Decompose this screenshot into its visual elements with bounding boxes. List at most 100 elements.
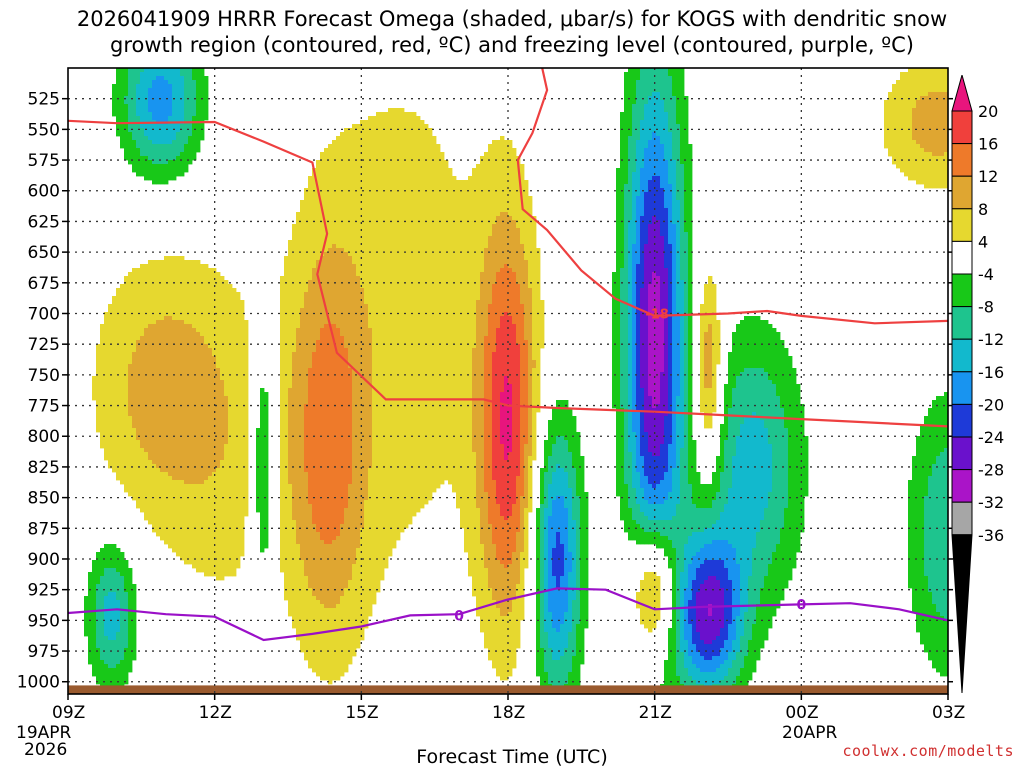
x-tick-label: 03Z: [932, 703, 966, 723]
omega-cell: [156, 260, 161, 321]
omega-cell: [92, 376, 97, 401]
omega-cell: [636, 80, 641, 141]
omega-cell: [648, 520, 653, 533]
omega-cell: [648, 452, 653, 485]
y-tick-label: 550: [28, 120, 60, 140]
omega-cell: [312, 268, 317, 353]
omega-cell: [684, 668, 689, 693]
omega-cell: [916, 436, 921, 633]
omega-cell: [152, 144, 157, 165]
omega-cell: [332, 608, 337, 681]
omega-cell: [112, 592, 117, 641]
omega-cell: [132, 140, 137, 173]
omega-cell: [124, 96, 129, 105]
omega-cell: [296, 212, 301, 329]
omega-cell: [700, 304, 705, 413]
omega-cell: [336, 604, 341, 681]
omega-cell: [676, 312, 681, 397]
omega-cell: [908, 68, 913, 181]
omega-cell: [568, 672, 573, 694]
omega-cell: [556, 532, 561, 589]
omega-cell: [560, 468, 565, 497]
omega-cell: [760, 420, 765, 521]
omega-cell: [452, 176, 457, 493]
omega-cell: [520, 244, 525, 305]
omega-cell: [504, 264, 509, 313]
omega-cell: [712, 656, 717, 673]
omega-cell: [664, 160, 669, 209]
omega-cell: [476, 300, 481, 509]
omega-cell: [532, 216, 537, 361]
omega-cell: [160, 76, 165, 125]
omega-cell: [688, 484, 693, 537]
colorbar-label: -36: [978, 526, 1004, 545]
omega-cell: [716, 580, 721, 637]
omega-cell: [632, 244, 637, 433]
omega-cell: [480, 156, 485, 273]
omega-cell: [152, 164, 157, 185]
omega-cell: [628, 508, 633, 541]
omega-cell: [560, 400, 565, 437]
omega-cell: [656, 220, 661, 277]
omega-cell: [108, 592, 113, 641]
omega-cell: [516, 476, 521, 533]
colorbar-band: [951, 143, 973, 177]
omega-cell: [488, 304, 493, 525]
omega-cell: [944, 152, 948, 189]
omega-cell: [168, 256, 173, 317]
omega-cell: [756, 604, 761, 661]
omega-cell: [764, 508, 769, 577]
omega-cell: [624, 484, 629, 533]
colorbar-label: 4: [978, 232, 988, 251]
omega-cell: [124, 276, 129, 493]
omega-cell: [100, 548, 105, 577]
omega-cell: [108, 668, 113, 694]
omega-cell: [340, 248, 345, 337]
omega-cell: [504, 312, 509, 377]
omega-cell: [304, 472, 309, 577]
omega-cell: [236, 292, 241, 569]
omega-cell: [116, 600, 121, 633]
omega-cell: [520, 552, 525, 621]
omega-cell: [568, 632, 573, 673]
omega-cell: [552, 500, 557, 549]
omega-cell: [500, 616, 505, 681]
credit-link[interactable]: coolwx.com/modelts: [842, 742, 1014, 760]
omega-cell: [460, 180, 465, 529]
omega-cell: [120, 552, 125, 577]
omega-cell: [708, 276, 713, 325]
omega-cell: [696, 652, 701, 669]
x-year-label-start: 2026: [24, 740, 68, 760]
omega-cell: [704, 580, 709, 645]
omega-cell: [704, 284, 709, 333]
omega-cell: [656, 520, 661, 533]
omega-cell: [152, 68, 157, 81]
omega-cell: [348, 368, 353, 485]
omega-cell: [216, 272, 221, 369]
omega-cell: [560, 436, 565, 469]
omega-cell: [904, 72, 909, 177]
omega-cell: [148, 140, 153, 161]
omega-cell: [316, 160, 321, 261]
omega-cell: [180, 124, 185, 153]
omega-cell: [516, 584, 521, 649]
omega-cell: [544, 472, 549, 509]
omega-cell: [416, 116, 421, 513]
omega-cell: [104, 664, 109, 694]
omega-cell: [888, 92, 893, 157]
omega-cell: [648, 180, 653, 225]
omega-cell: [908, 480, 913, 589]
omega-cell: [928, 152, 933, 189]
omega-cell: [532, 368, 537, 461]
omega-cell: [316, 340, 321, 533]
omega-cell: [136, 148, 141, 177]
omega-cell: [924, 152, 929, 189]
omega-cell: [324, 324, 329, 545]
omega-cell: [104, 544, 109, 569]
omega-cell: [512, 324, 517, 505]
omega-cell: [508, 384, 513, 453]
omega-cell: [644, 68, 649, 105]
omega-cell: [480, 272, 485, 545]
omega-cell: [396, 108, 401, 541]
